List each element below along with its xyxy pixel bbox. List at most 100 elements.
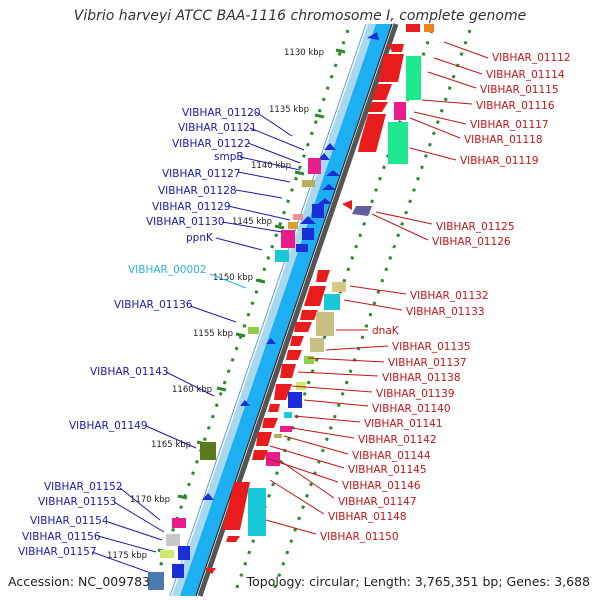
gene-block [332, 282, 346, 292]
gene-label: VIBHAR_01150 [320, 531, 399, 543]
gene-arrow [226, 536, 240, 542]
kbp-label: 1150 kbp [213, 273, 253, 283]
gene-label: VIBHAR_01146 [342, 480, 421, 492]
kbp-tick-mark [335, 48, 346, 54]
leader-line [421, 99, 473, 105]
kbp-label: 1160 kbp [172, 385, 212, 395]
gene-label: VIBHAR_01152 [44, 481, 123, 493]
gene-label: VIBHAR_01142 [358, 434, 437, 446]
kbp-label: 1145 kbp [232, 217, 272, 227]
gene-label-highlighted: VIBHAR_00002 [128, 264, 207, 276]
leader-line [371, 213, 429, 241]
kbp-label: 1135 kbp [269, 105, 309, 115]
kbp-label: 1155 kbp [193, 329, 233, 339]
left-gene-labels: VIBHAR_01120 VIBHAR_01121 VIBHAR_01122 s… [18, 107, 305, 573]
strand-arrow [324, 143, 336, 150]
strand-arrow [240, 400, 250, 406]
gene-arrow [378, 54, 404, 82]
leader-line [349, 285, 407, 295]
gene-block [275, 250, 289, 262]
gene-block [248, 488, 266, 536]
leader-line [293, 415, 361, 423]
gene-arrow [204, 568, 216, 574]
gene-label: VIBHAR_01127 [162, 168, 241, 180]
gene-block [293, 214, 303, 220]
gene-block [274, 434, 282, 438]
gene-arrow [262, 418, 278, 428]
gene-label: VIBHAR_01122 [172, 138, 251, 150]
kbp-label: 1165 kbp [151, 440, 191, 450]
gene-label: VIBHAR_01129 [152, 201, 231, 213]
leader-line [343, 299, 403, 311]
gene-block [172, 518, 186, 528]
leader-line [119, 487, 161, 521]
gene-label: VIBHAR_01153 [38, 496, 117, 508]
gene-arrow [294, 322, 312, 332]
gene-arrow [222, 482, 250, 530]
leader-line [413, 111, 467, 125]
gene-block [281, 230, 295, 248]
leader-line [291, 385, 373, 393]
leader-line [291, 427, 355, 439]
gene-block [302, 180, 315, 187]
topology-text: Topology: circular; Length: 3,765,351 bp… [246, 574, 590, 589]
gene-label: VIBHAR_01154 [30, 515, 109, 527]
kbp-label: 1140 kbp [251, 161, 291, 171]
gene-label: smpB [214, 151, 244, 163]
kbp-label: 1170 kbp [130, 495, 170, 505]
backbone-edge-inner [195, 23, 393, 597]
leader-line [237, 171, 291, 183]
gene-block [394, 102, 406, 120]
gene-label: VIBHAR_01121 [178, 122, 257, 134]
gene-arrow [286, 350, 302, 360]
gene-label: VIBHAR_01138 [382, 372, 461, 384]
leader-line [325, 345, 389, 351]
gene-block [310, 338, 324, 352]
gene-block [424, 24, 434, 32]
gene-arrow [280, 364, 296, 378]
gene-label: VIBHAR_01120 [182, 107, 261, 119]
gene-block [148, 572, 164, 590]
gene-block [166, 534, 180, 546]
gene-block [296, 382, 306, 390]
gene-label: VIBHAR_01130 [146, 216, 225, 228]
strand-gene-blocks [172, 204, 324, 578]
gene-arrow [290, 336, 304, 346]
gene-block [304, 356, 314, 364]
leader-line [297, 371, 379, 377]
leader-line [239, 156, 301, 171]
gene-arrow [268, 404, 280, 412]
leader-line [227, 205, 291, 221]
gene-label: dnaK [372, 325, 400, 337]
gene-block [308, 158, 321, 174]
gene-label: VIBHAR_01149 [69, 420, 148, 432]
gene-block [312, 204, 324, 218]
gene-label: VIBHAR_01156 [22, 531, 101, 543]
leader-line [221, 221, 283, 233]
gene-label: VIBHAR_01115 [480, 84, 559, 96]
strand-arrow [202, 493, 214, 500]
chromosome-backbone [169, 23, 399, 597]
gene-block [388, 122, 408, 164]
kbp-label: 1130 kbp [284, 48, 324, 58]
right-gene-labels: VIBHAR_01112 VIBHAR_01114 VIBHAR_01115 V… [265, 41, 571, 543]
gene-arrow [388, 44, 404, 52]
gene-arrow [358, 114, 386, 152]
gene-arrow [256, 432, 272, 446]
leader-line [283, 435, 349, 455]
leader-line [427, 71, 477, 89]
gene-label: VIBHAR_01117 [470, 119, 549, 131]
strand-arrow [322, 184, 336, 190]
kbp-tick-mark [235, 332, 246, 338]
leader-line [269, 479, 325, 515]
gene-label: VIBHAR_01133 [406, 306, 485, 318]
gene-arrow [252, 450, 268, 460]
kbp-tick-mark [216, 386, 227, 392]
gene-label: VIBHAR_01128 [158, 185, 237, 197]
strand-arrow [326, 170, 340, 176]
kbp-tick-mark [274, 224, 285, 230]
minus-strand-genes [204, 24, 434, 574]
kbp-tick-mark [255, 278, 266, 284]
gene-label: VIBHAR_01112 [492, 52, 571, 64]
strand-arrow [367, 32, 379, 40]
